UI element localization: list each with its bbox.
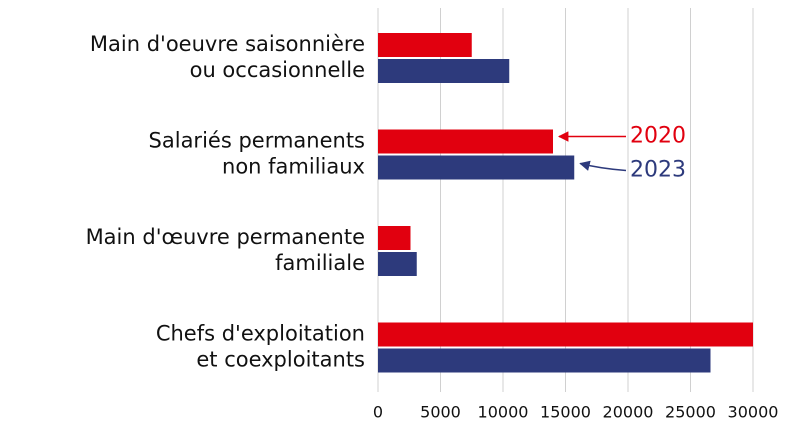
bar — [378, 33, 472, 57]
bar — [378, 348, 711, 373]
category-label: ou occasionnelle — [190, 58, 365, 82]
x-tick-label: 5000 — [420, 403, 461, 422]
category-label: Salariés permanents — [149, 129, 365, 153]
x-tick-label: 10000 — [478, 403, 529, 422]
bar — [378, 59, 510, 83]
x-tick-label: 25000 — [665, 403, 716, 422]
bar — [378, 155, 575, 180]
category-label: Main d'oeuvre saisonnière — [90, 32, 365, 56]
category-label: familiale — [275, 251, 365, 275]
x-tick-label: 15000 — [540, 403, 591, 422]
legend-arrow — [579, 160, 627, 172]
category-label: Chefs d'exploitation — [156, 322, 365, 346]
legend-label: 2023 — [630, 158, 686, 183]
category-label: et coexploitants — [196, 348, 365, 372]
bar — [378, 252, 417, 276]
bar — [378, 226, 411, 250]
bar — [378, 129, 553, 154]
x-tick-label: 20000 — [603, 403, 654, 422]
x-tick-label: 0 — [373, 403, 383, 422]
category-label: Main d'œuvre permanente — [86, 225, 365, 249]
bar — [378, 322, 753, 347]
legend-label: 2020 — [630, 124, 686, 149]
x-tick-label: 30000 — [728, 403, 779, 422]
category-label: non familiaux — [222, 155, 365, 179]
